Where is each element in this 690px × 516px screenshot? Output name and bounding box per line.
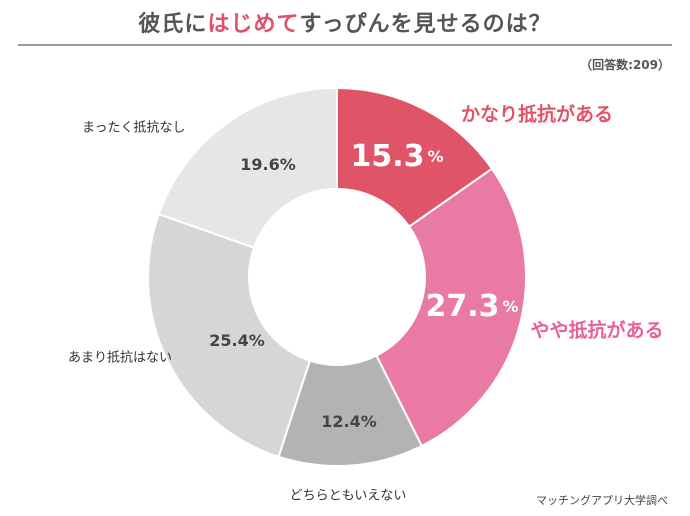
respondent-count: （回答数:209） [580, 58, 670, 72]
slice-category-label-2: やや抵抗がある [530, 319, 663, 342]
title-highlight: はじめて [207, 12, 300, 37]
slice-category-label-5: まったく抵抗なし [82, 121, 185, 136]
chart-title: 彼氏にはじめてすっぴんを見せるのは？ [0, 6, 690, 38]
slice-category-label-4: あまり抵抗はない [68, 351, 172, 366]
slice-value-label-3: 12.4% [321, 412, 377, 431]
slice-value-label-2: 27.3% [425, 289, 518, 324]
slice-2 [375, 167, 527, 448]
slice-category-label-3: どちらともいえない [290, 489, 407, 504]
title-part2: すっぴんを見せるのは？ [299, 12, 552, 37]
slice-4 [147, 212, 312, 459]
slice-1 [336, 86, 494, 229]
title-underline [18, 44, 672, 46]
title-part1: 彼氏に [138, 12, 208, 37]
slice-5 [157, 86, 338, 249]
slice-category-label-1: かなり抵抗がある [461, 103, 613, 126]
source-credit: マッチングアプリ大学調べ [536, 494, 668, 507]
slice-value-label-4: 25.4% [209, 331, 265, 350]
slice-value-label-5: 19.6% [240, 155, 296, 174]
slice-value-label-1: 15.3% [350, 139, 443, 174]
